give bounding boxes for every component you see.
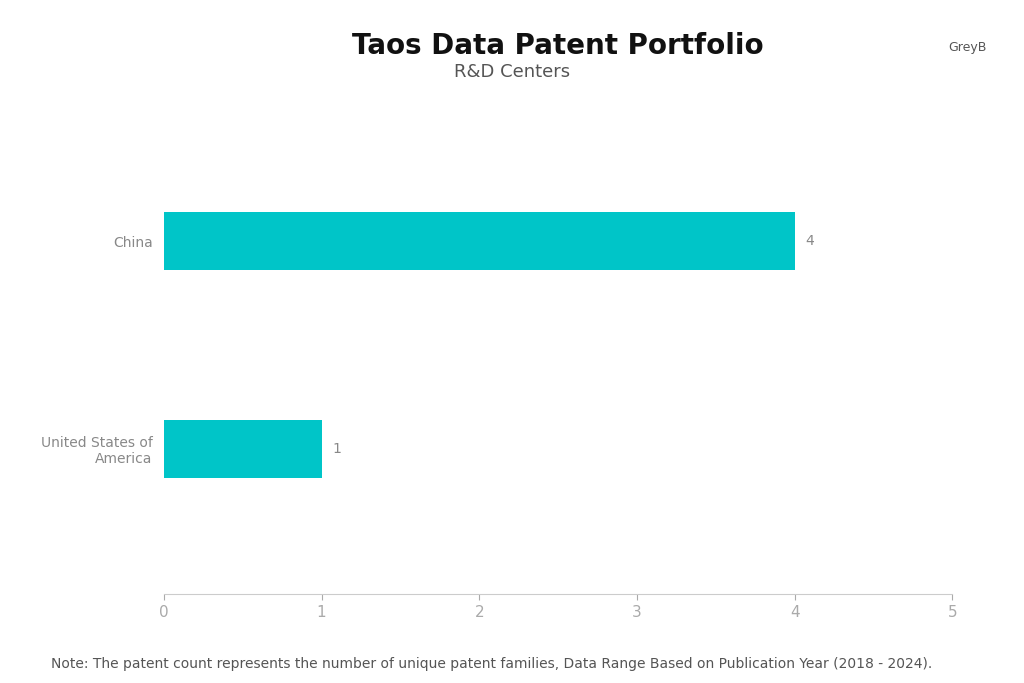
Text: GreyB: GreyB [948,41,987,55]
Text: 4: 4 [806,234,814,248]
Text: Note: The patent count represents the number of unique patent families, Data Ran: Note: The patent count represents the nu… [51,657,933,671]
Title: Taos Data Patent Portfolio: Taos Data Patent Portfolio [352,32,764,60]
Bar [164,419,322,478]
Text: R&D Centers: R&D Centers [454,63,570,81]
Text: 1: 1 [333,442,341,456]
Bar [164,212,795,270]
